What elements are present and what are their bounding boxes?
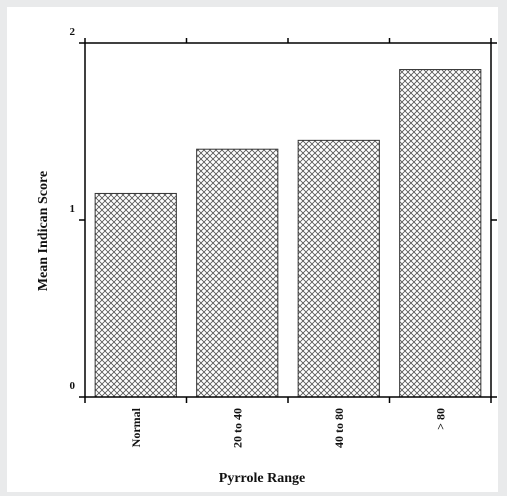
y-axis-title: Mean Indican Score — [36, 171, 51, 291]
bar-1 — [196, 148, 279, 398]
bar-3 — [399, 69, 482, 398]
x-tick-label-1: 20 to 40 — [230, 408, 244, 448]
x-tick-label-0: Normal — [129, 407, 143, 447]
ticks-group — [79, 38, 497, 403]
labels-group: 0 1 2 Normal 20 to 40 40 to 80 > 80 — [70, 26, 448, 448]
x-tick-label-3: > 80 — [433, 408, 447, 430]
x-tick-label-2: 40 to 80 — [332, 408, 346, 448]
x-axis-title: Pyrrole Range — [219, 471, 305, 486]
bars-group — [94, 69, 482, 398]
y-tick-label-1: 1 — [70, 203, 76, 215]
bar-2 — [297, 139, 380, 398]
y-tick-label-0: 0 — [70, 380, 76, 392]
y-tick-label-2: 2 — [70, 26, 76, 38]
bar-0 — [94, 192, 177, 398]
